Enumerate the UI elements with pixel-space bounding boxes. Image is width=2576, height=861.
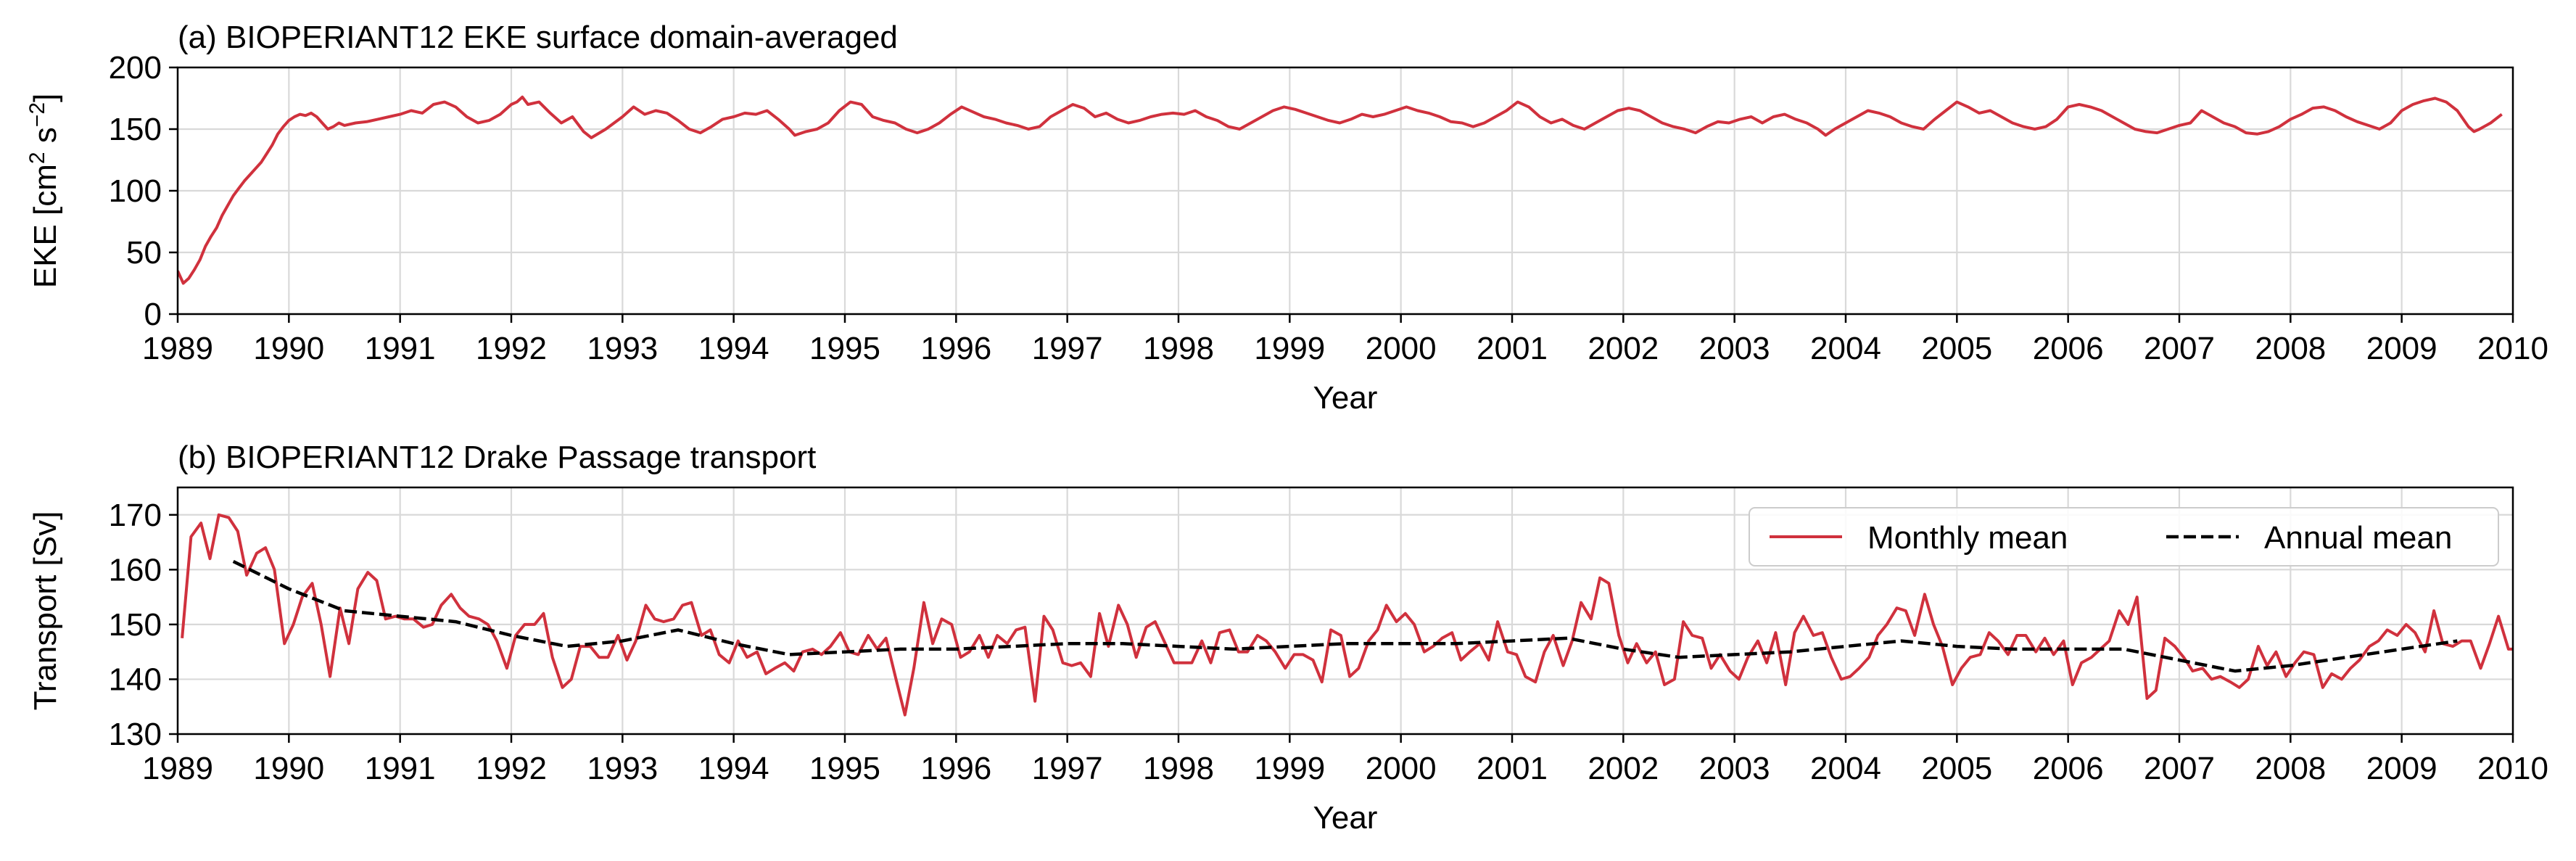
- x-axis-label: Year: [1313, 800, 1378, 836]
- x-tick-label: 2000: [1366, 331, 1437, 366]
- x-tick-label: 1998: [1143, 331, 1214, 366]
- x-tick-label: 2006: [2033, 331, 2104, 366]
- y-tick-label: 0: [144, 297, 162, 332]
- x-tick-label: 2000: [1366, 751, 1437, 786]
- y-tick-label: 160: [109, 552, 162, 588]
- eke-series-line: [178, 95, 2503, 285]
- x-tick-label: 1996: [920, 751, 991, 786]
- x-tick-label: 1991: [365, 751, 436, 786]
- panel-a: 1989 1990 1991 1992 1993 1994 1995 1996 1997 1998…: [25, 20, 2548, 416]
- y-tick-label: 150: [109, 607, 162, 643]
- y-axis-label-part: s: [28, 127, 63, 152]
- y-tick-label: 140: [109, 662, 162, 697]
- x-tick-label: 2010: [2477, 751, 2548, 786]
- y-axis-label: EKE [cm2 s−2]: [25, 94, 64, 289]
- x-tick-label: 1991: [365, 331, 436, 366]
- x-tick-label: 1997: [1032, 331, 1103, 366]
- x-tick-label: 2010: [2477, 331, 2548, 366]
- x-tick-label: 1992: [476, 331, 547, 366]
- x-tick-label: 1999: [1254, 751, 1325, 786]
- panel-b: 1989 1990 1991 1992 1993 1994 1995 1996 1997 1998…: [28, 440, 2548, 836]
- x-tick-label: 2005: [1921, 331, 1992, 366]
- x-tick-label: 2009: [2366, 331, 2437, 366]
- y-axis-label-exponent: −2: [25, 102, 49, 127]
- y-tick-label: 50: [126, 235, 162, 271]
- x-tick-label: 2002: [1588, 331, 1659, 366]
- y-tick-label: 150: [109, 112, 162, 147]
- x-tick-label: 1994: [698, 331, 769, 366]
- x-tick-label: 2004: [1810, 331, 1881, 366]
- x-tick-label: 2003: [1699, 331, 1770, 366]
- x-tick-label: 1995: [809, 751, 880, 786]
- y-axis-label-exponent: 2: [25, 152, 49, 164]
- panel-title: (a) BIOPERIANT12 EKE surface domain-aver…: [178, 20, 898, 55]
- legend-monthly-label: Monthly mean: [1867, 520, 2068, 556]
- x-tick-label: 2008: [2255, 331, 2326, 366]
- legend: Monthly mean Annual mean: [1749, 507, 2499, 567]
- x-tick-label: 1995: [809, 331, 880, 366]
- x-axis-label: Year: [1313, 380, 1378, 416]
- panel-title: (b) BIOPERIANT12 Drake Passage transport: [178, 440, 816, 475]
- x-tick-label: 1996: [920, 331, 991, 366]
- x-tick-label: 2009: [2366, 751, 2437, 786]
- x-tick-label: 1990: [253, 331, 324, 366]
- y-axis-label-part: ]: [28, 94, 63, 102]
- monthly-mean-line: [181, 513, 2513, 717]
- x-tick-label: 2006: [2033, 751, 2104, 786]
- x-tick-label: 2001: [1477, 331, 1548, 366]
- y-tick-label: 100: [109, 173, 162, 209]
- x-tick-label: 1999: [1254, 331, 1325, 366]
- legend-annual-label: Annual mean: [2264, 520, 2452, 556]
- x-tick-label: 1993: [587, 751, 658, 786]
- x-tick-label: 1992: [476, 751, 547, 786]
- x-tick-label: 1994: [698, 751, 769, 786]
- x-tick-label: 1997: [1032, 751, 1103, 786]
- annual-mean-line: [232, 559, 2458, 673]
- y-axis-label-part: EKE [cm: [28, 164, 63, 288]
- x-tick-label: 2003: [1699, 751, 1770, 786]
- x-tick-label: 2004: [1810, 751, 1881, 786]
- plot-frame: [176, 486, 2514, 736]
- x-tick-label: 2002: [1588, 751, 1659, 786]
- y-tick-label: 130: [109, 717, 162, 752]
- x-tick-label: 2005: [1921, 751, 1992, 786]
- legend-box: [1749, 507, 2499, 567]
- x-tick-label: 2007: [2144, 751, 2215, 786]
- y-tick-label: 200: [109, 50, 162, 86]
- y-tick-label: 170: [109, 498, 162, 533]
- x-tick-label: 1989: [142, 751, 213, 786]
- x-tick-label: 2007: [2144, 331, 2215, 366]
- x-tick-label: 1998: [1143, 751, 1214, 786]
- x-tick-label: 2001: [1477, 751, 1548, 786]
- x-tick-label: 1993: [587, 331, 658, 366]
- x-tick-label: 1990: [253, 751, 324, 786]
- y-axis-label: Transport [Sv]: [28, 511, 63, 711]
- x-tick-label: 2008: [2255, 751, 2326, 786]
- x-tick-label: 1989: [142, 331, 213, 366]
